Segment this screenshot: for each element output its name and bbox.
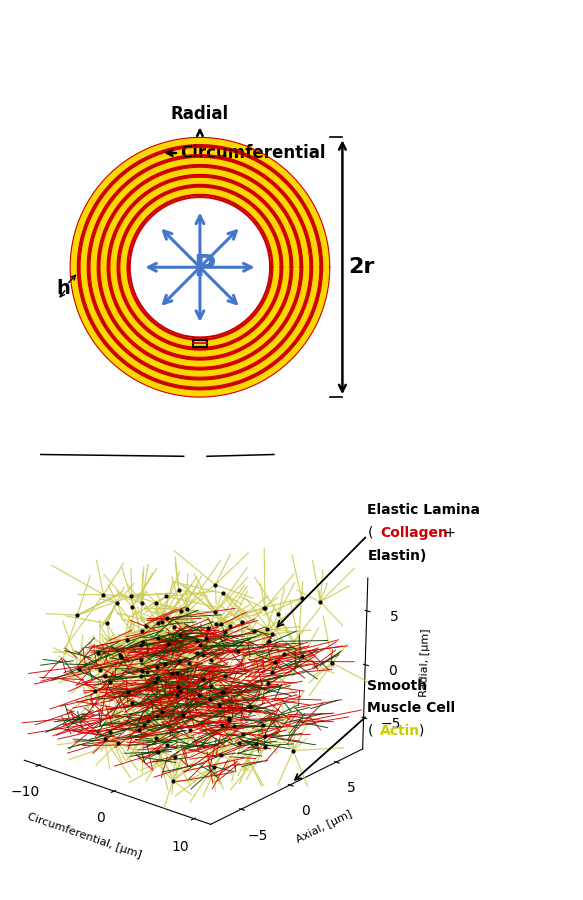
Polygon shape bbox=[100, 167, 300, 367]
Text: h: h bbox=[56, 279, 70, 298]
Text: ): ) bbox=[419, 724, 424, 738]
Text: Elastic Lamina: Elastic Lamina bbox=[367, 503, 480, 517]
Polygon shape bbox=[87, 155, 312, 380]
Text: Collagen: Collagen bbox=[380, 526, 448, 540]
Polygon shape bbox=[107, 175, 293, 360]
Polygon shape bbox=[78, 145, 322, 390]
Text: +: + bbox=[440, 526, 456, 540]
Polygon shape bbox=[70, 138, 330, 397]
Text: Circumferential: Circumferential bbox=[180, 144, 326, 162]
Text: Actin: Actin bbox=[380, 724, 420, 738]
Polygon shape bbox=[117, 184, 283, 350]
Text: (: ( bbox=[367, 526, 373, 540]
Polygon shape bbox=[110, 177, 290, 357]
Polygon shape bbox=[130, 197, 270, 338]
X-axis label: Circumferential, [μm]: Circumferential, [μm] bbox=[26, 811, 143, 859]
Text: (: ( bbox=[367, 724, 373, 738]
Text: Radial: Radial bbox=[171, 105, 229, 123]
Text: Elastin): Elastin) bbox=[367, 548, 427, 562]
Polygon shape bbox=[80, 148, 320, 387]
Text: Smooth: Smooth bbox=[367, 679, 427, 693]
Polygon shape bbox=[120, 187, 280, 347]
Bar bbox=[193, 340, 207, 346]
Polygon shape bbox=[90, 158, 310, 377]
Text: Muscle Cell: Muscle Cell bbox=[367, 701, 455, 716]
Y-axis label: Axial, [μm]: Axial, [μm] bbox=[295, 808, 354, 845]
Polygon shape bbox=[97, 165, 303, 370]
Polygon shape bbox=[130, 197, 270, 338]
Text: 2r: 2r bbox=[348, 257, 374, 277]
Text: P: P bbox=[193, 253, 215, 282]
Polygon shape bbox=[127, 194, 273, 340]
